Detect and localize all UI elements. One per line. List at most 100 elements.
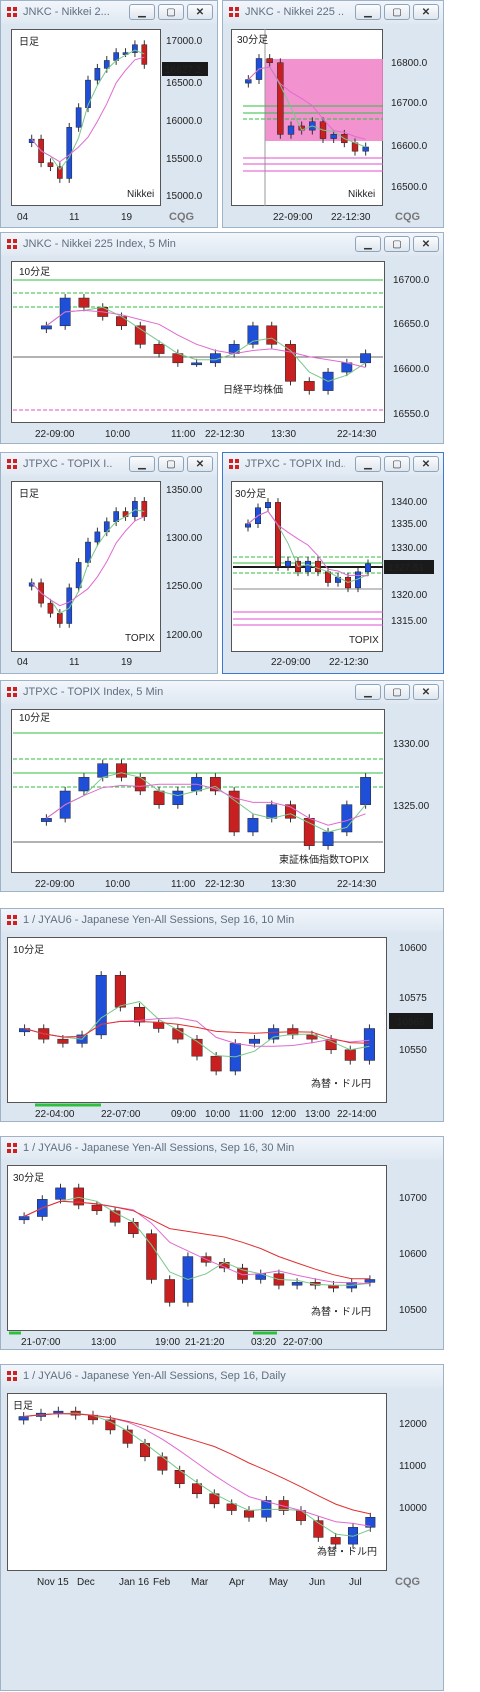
candle: [266, 325, 278, 345]
maximize-button[interactable]: ▢: [384, 684, 410, 700]
title-bar[interactable]: JNKC - Nikkei 225 ... ▁ ▢ ✕: [223, 1, 443, 24]
cqg-logo-icon: [229, 7, 239, 17]
cqg-logo-icon: [7, 915, 17, 925]
minimize-button[interactable]: ▁: [129, 4, 155, 20]
time-tick: 21-07:00: [21, 1337, 61, 1348]
candle: [210, 1055, 222, 1072]
maximize-button[interactable]: ▢: [384, 236, 410, 252]
candle: [362, 146, 369, 152]
chart-window-nikkei-daily[interactable]: JNKC - Nikkei 2... ▁ ▢ ✕ 日足 Nikkei 17000.0…: [0, 0, 218, 228]
close-button[interactable]: ✕: [413, 456, 439, 472]
candle: [247, 818, 259, 833]
candle: [305, 560, 311, 573]
candle: [325, 571, 331, 583]
symbol-label: Nikkei: [348, 189, 375, 200]
title-bar[interactable]: JTPXC - TOPIX I... ▁ ▢ ✕: [1, 453, 217, 476]
minimize-button[interactable]: ▁: [355, 4, 381, 20]
candle: [261, 1500, 272, 1518]
chart-window-nikkei-30min[interactable]: JNKC - Nikkei 225 ... ▁ ▢ ✕ 30分足 Nikkei 16…: [222, 0, 444, 228]
time-tick: 11:00: [171, 429, 196, 440]
price-tick: 16600.0: [393, 364, 430, 375]
candle: [360, 777, 372, 805]
candle: [73, 1187, 84, 1206]
timeframe-label: 30分足: [235, 488, 266, 500]
time-tick: 11: [69, 212, 80, 223]
minimize-button[interactable]: ▁: [355, 456, 381, 472]
minimize-button[interactable]: ▁: [355, 684, 381, 700]
chart-window-nikkei-10min[interactable]: JNKC - Nikkei 225 Index, 5 Min ▁ ▢ ✕ 10分足 …: [0, 232, 444, 444]
timeframe-label: 日足: [19, 36, 39, 48]
candle: [287, 125, 295, 135]
close-button[interactable]: ✕: [413, 684, 439, 700]
plot-area[interactable]: [7, 937, 387, 1103]
timeframe-label: 日足: [19, 488, 39, 500]
price-tick: 1330.00: [393, 739, 430, 750]
chart-window-yen-30min[interactable]: 1 / JYAU6 - Japanese Yen-All Sessions, S…: [0, 1136, 444, 1350]
candle: [209, 777, 221, 792]
chart-svg: 日足 TOPIX 1350.00 1300.00 1250.00 1200.00…: [17, 485, 203, 668]
candle: [237, 1267, 248, 1280]
price-tick: 16700.0: [393, 275, 430, 286]
title-bar[interactable]: JTPXC - TOPIX Ind... ▁ ▢ ✕: [223, 453, 443, 476]
price-tick: 1250.00: [166, 581, 203, 592]
title-bar[interactable]: 1 / JYAU6 - Japanese Yen-All Sessions, S…: [1, 1365, 443, 1388]
candle: [97, 763, 109, 778]
title-bar[interactable]: JNKC - Nikkei 2... ▁ ▢ ✕: [1, 1, 217, 24]
cqg-logo-icon: [229, 459, 239, 469]
time-tick: 22-07:00: [101, 1109, 141, 1120]
timeframe-label: 30分足: [237, 34, 268, 46]
chart-svg: 10分足 東証株価指数TOPIX 1330.00 1325.00 22-09:0…: [13, 712, 430, 890]
timeframe-label: 日足: [13, 1400, 33, 1412]
chart-window-yen-daily[interactable]: 1 / JYAU6 - Japanese Yen-All Sessions, S…: [0, 1364, 444, 1691]
plot-area[interactable]: [11, 29, 161, 206]
candle: [277, 62, 284, 135]
close-button[interactable]: ✕: [413, 236, 439, 252]
title-bar[interactable]: JNKC - Nikkei 225 Index, 5 Min ▁ ▢ ✕: [1, 233, 443, 256]
cqg-watermark: CQG: [395, 211, 420, 223]
candle: [134, 1006, 146, 1023]
price-tick: 1335.00: [391, 519, 428, 530]
price-tick: 1340.00: [391, 497, 428, 508]
title-bar[interactable]: JTPXC - TOPIX Index, 5 Min ▁ ▢ ✕: [1, 681, 443, 704]
candle: [191, 1483, 203, 1495]
plot-area[interactable]: [7, 1165, 387, 1331]
minimize-button[interactable]: ▁: [355, 236, 381, 252]
price-tick: 10000: [399, 1503, 427, 1514]
price-tick: 11000: [399, 1461, 427, 1472]
candle: [243, 1510, 255, 1518]
plot-area[interactable]: [11, 261, 385, 423]
candle: [114, 975, 126, 1008]
candle: [291, 1282, 303, 1286]
maximize-button[interactable]: ▢: [158, 4, 184, 20]
candle: [365, 1517, 376, 1528]
moving-average-line: [247, 66, 366, 140]
time-tick: 10:00: [105, 429, 130, 440]
candle: [116, 763, 127, 778]
title-bar[interactable]: 1 / JYAU6 - Japanese Yen-All Sessions, S…: [1, 909, 443, 932]
chart-window-topix-30min[interactable]: JTPXC - TOPIX Ind... ▁ ▢ ✕ 30分足 TOPIX 1340…: [222, 452, 444, 674]
symbol-label: 為替・ドル円: [317, 1545, 377, 1558]
chart-window-yen-10min[interactable]: 1 / JYAU6 - Japanese Yen-All Sessions, S…: [0, 908, 444, 1122]
price-tick: 10600: [399, 943, 427, 954]
candle: [78, 297, 90, 308]
maximize-button[interactable]: ▢: [384, 4, 410, 20]
candle: [330, 1537, 341, 1545]
time-tick: 13:30: [271, 879, 296, 890]
maximize-button[interactable]: ▢: [384, 456, 410, 472]
title-bar[interactable]: 1 / JYAU6 - Japanese Yen-All Sessions, S…: [1, 1137, 443, 1160]
candle: [47, 602, 54, 614]
minimize-button[interactable]: ▁: [129, 456, 155, 472]
chart-window-topix-daily[interactable]: JTPXC - TOPIX I... ▁ ▢ ✕ 日足 TOPIX 1350.00 …: [0, 452, 218, 674]
close-button[interactable]: ✕: [413, 4, 439, 20]
candle: [57, 166, 63, 179]
close-button[interactable]: ✕: [187, 4, 213, 20]
time-tick: 04: [17, 657, 29, 668]
maximize-button[interactable]: ▢: [158, 456, 184, 472]
price-tick: 1200.00: [166, 630, 203, 641]
symbol-label: 為替・ドル円: [311, 1077, 371, 1090]
chart-window-topix-10min[interactable]: JTPXC - TOPIX Index, 5 Min ▁ ▢ ✕ 10分足 東証株価…: [0, 680, 444, 892]
cqg-logo-icon: [7, 1143, 17, 1153]
close-button[interactable]: ✕: [187, 456, 213, 472]
cqg-watermark: CQG: [395, 1576, 420, 1588]
time-tick: 13:30: [271, 429, 296, 440]
